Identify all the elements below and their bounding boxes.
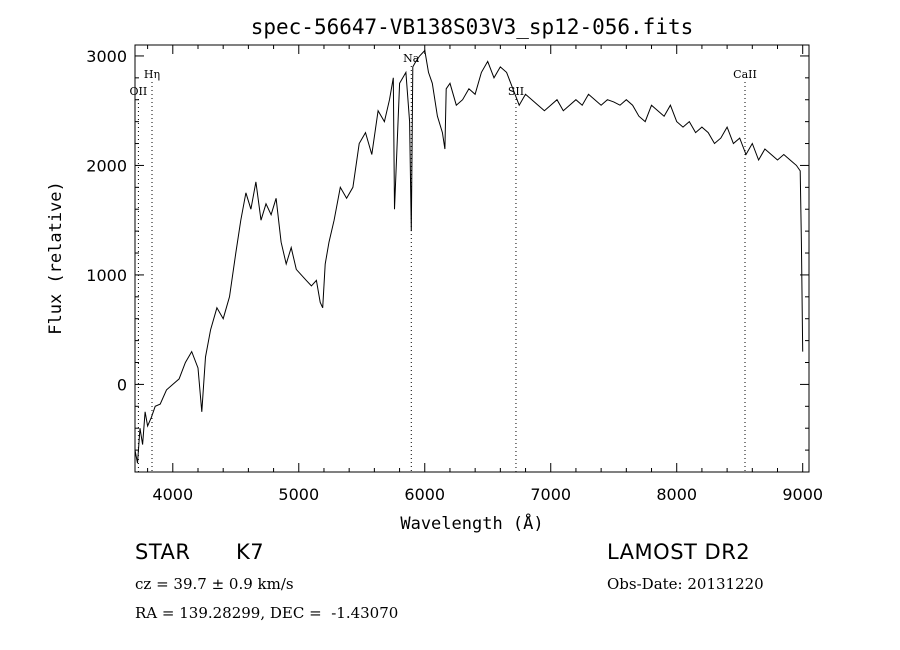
chart-title: spec-56647-VB138S03V3_sp12-056.fits [251,15,694,39]
spectrum-line [134,49,804,464]
y-tick-label: 3000 [86,47,127,66]
marker-label: SII [508,85,524,98]
x-tick-label: 6000 [404,485,445,504]
x-tick-label: 9000 [782,485,823,504]
plot-frame [134,44,810,473]
marker-label: OII [130,85,148,98]
x-tick-label: 7000 [530,485,571,504]
y-tick-label: 2000 [86,156,127,175]
marker-label: Hη [144,68,160,81]
x-axis-label: Wavelength (Å) [400,512,543,534]
star-class: STAR [135,540,191,564]
x-tick-label: 4000 [152,485,193,504]
y-axis-label: Flux (relative) [46,181,66,335]
obs-date: Obs-Date: 20131220 [607,575,764,593]
y-tick-label: 0 [117,375,127,394]
y-tick-label: 1000 [86,266,127,285]
radec-line: RA = 139.28299, DEC = -1.43070 [135,604,399,622]
survey-name: LAMOST DR2 [607,540,751,564]
redshift-line: cz = 39.7 ± 0.9 km/s [135,575,294,593]
y-axis: 0 1000 2000 3000 [86,47,809,473]
x-tick-label: 8000 [656,485,697,504]
x-axis: 4000 5000 6000 7000 8000 9000 [147,45,823,504]
x-tick-label: 5000 [278,485,319,504]
star-subclass: K7 [236,540,265,564]
marker-label: CaII [733,68,757,81]
